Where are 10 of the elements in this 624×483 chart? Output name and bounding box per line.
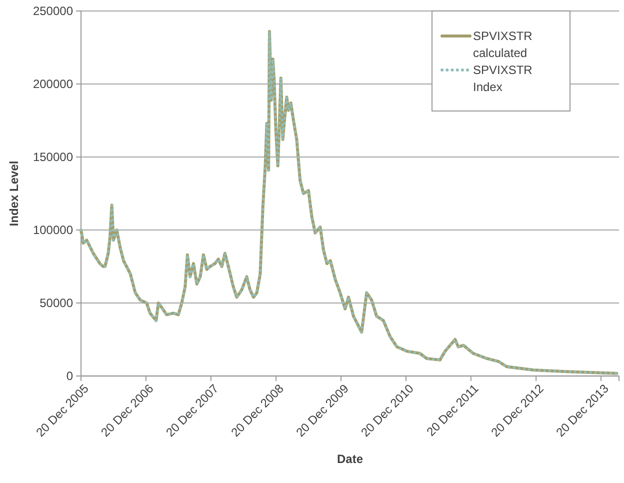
y-axis-title: Index Level xyxy=(7,160,21,226)
y-tick-label: 250000 xyxy=(32,4,74,18)
y-tick-label: 150000 xyxy=(32,150,74,164)
y-tick-label: 100000 xyxy=(32,222,74,237)
x-axis-title: Date xyxy=(336,452,364,466)
y-tick-label: 0 xyxy=(66,368,74,383)
legend-label: SPVIXSTR Index xyxy=(473,63,533,94)
y-tick-label: 200000 xyxy=(32,76,74,91)
legend-label: SPVIXSTR calculated xyxy=(473,29,533,60)
y-tick-label: 50000 xyxy=(40,296,74,310)
